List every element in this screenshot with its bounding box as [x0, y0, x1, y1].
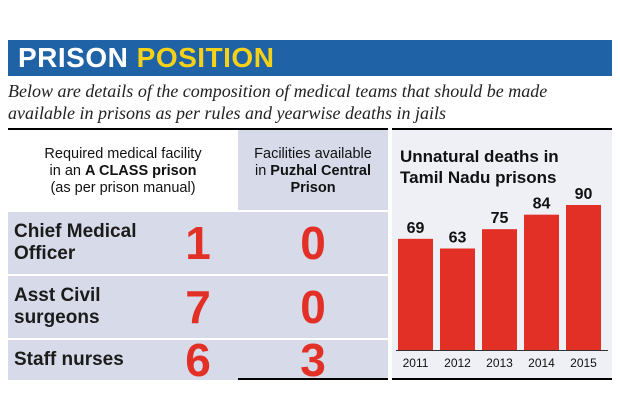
- x-tick-2015: 2015: [570, 356, 597, 370]
- row-label-line1: Staff nurses: [14, 349, 124, 370]
- bar-2014: [524, 214, 559, 350]
- row-label: Chief Medical Officer: [14, 221, 164, 265]
- available-value: 0: [300, 217, 326, 269]
- table-row: Asst Civil surgeons 7 0: [8, 276, 388, 338]
- x-tick-2011: 2011: [403, 356, 429, 370]
- x-tick-2012: 2012: [444, 356, 471, 370]
- required-value: 7: [185, 281, 211, 333]
- header-required-line1: Required medical facility: [44, 146, 202, 162]
- header-available-line2-bold: Puzhal Central: [270, 163, 372, 179]
- data-label-2012: 63: [449, 230, 467, 247]
- table-row-shade: [8, 212, 238, 274]
- data-label-2011: 69: [407, 220, 425, 237]
- bar-2012: [440, 248, 475, 350]
- intro-text: Below are details of the composition of …: [8, 81, 548, 123]
- header-available-line1: Facilities available: [254, 146, 372, 162]
- row-label-line2: Officer: [14, 243, 76, 264]
- header-required-line2-bold: A CLASS prison: [85, 163, 197, 179]
- x-tick-2014: 2014: [528, 356, 555, 370]
- header-required: Required medical facility in an A CLASS …: [8, 146, 238, 197]
- header-required-line3: (as per prison manual): [50, 180, 196, 196]
- table-row-shade: [8, 340, 238, 380]
- row-label-line2: surgeons: [14, 307, 100, 328]
- required-value: 6: [185, 334, 211, 386]
- data-label-2014: 84: [533, 196, 551, 213]
- header-available-line2: in Puzhal Central: [238, 163, 388, 180]
- row-label: Asst Civil surgeons: [14, 285, 164, 329]
- available-value: 0: [300, 281, 326, 333]
- header-available: Facilities available in Puzhal Central P…: [238, 146, 388, 197]
- data-label-2013: 75: [491, 210, 509, 227]
- available-column-shade: [238, 130, 388, 378]
- banner-title-word2: POSITION: [136, 42, 275, 73]
- x-tick-2013: 2013: [486, 356, 513, 370]
- chart-title: Unnatural deaths in Tamil Nadu prisons: [400, 146, 610, 188]
- table-row: Chief Medical Officer 1 0: [8, 212, 388, 274]
- bar-2013: [482, 229, 517, 350]
- deaths-chart: Unnatural deaths in Tamil Nadu prisons 6…: [392, 128, 612, 380]
- header-required-line2: in an A CLASS prison: [8, 163, 238, 180]
- bar-2015: [566, 205, 601, 350]
- row-label-line1: Chief Medical: [14, 221, 137, 242]
- bar-2011: [398, 238, 433, 350]
- row-separator: [8, 338, 388, 340]
- header-required-line2-prefix: in an: [49, 163, 86, 179]
- chart-plot: 69 2011 63 2012 75 2013 84 2014 90 2015: [396, 186, 608, 370]
- header-available-line3-bold: Prison: [290, 180, 336, 196]
- chart-title-line1: Unnatural deaths in: [400, 147, 559, 166]
- row-label: Staff nurses: [14, 349, 164, 371]
- medical-facility-table: Required medical facility in an A CLASS …: [8, 128, 388, 386]
- banner-title-word1: PRISON: [18, 42, 129, 73]
- row-label-line1: Asst Civil: [14, 285, 101, 306]
- header-available-line2-prefix: in: [254, 163, 271, 179]
- table-row: Staff nurses 6 3: [8, 334, 388, 386]
- data-label-2015: 90: [575, 186, 593, 203]
- banner: PRISON POSITION: [8, 40, 612, 76]
- row-separator: [8, 210, 388, 212]
- required-value: 1: [185, 217, 211, 269]
- header-available-line3: Prison: [238, 180, 388, 197]
- available-value: 3: [300, 334, 326, 386]
- table-row-shade: [8, 276, 238, 338]
- chart-title-line2: Tamil Nadu prisons: [400, 168, 557, 187]
- row-separator: [8, 274, 388, 276]
